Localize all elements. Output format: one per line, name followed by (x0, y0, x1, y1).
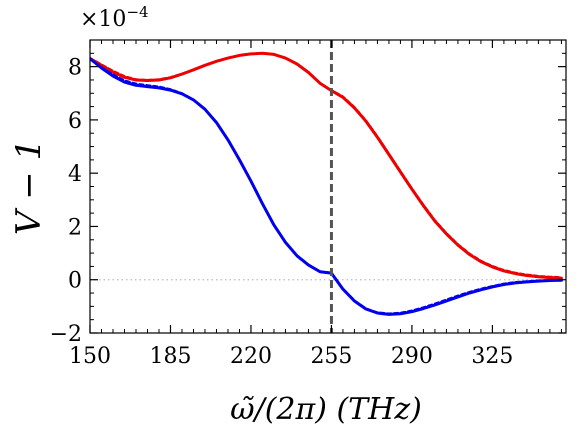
y-scale-exponent: −4 (126, 3, 148, 21)
y-tick-label: 0 (68, 269, 82, 294)
x-tick-label: 185 (149, 344, 191, 369)
y-tick-label: 2 (68, 215, 82, 240)
y-tick-label: −2 (50, 322, 82, 347)
y-scale-base: ×10 (80, 7, 126, 32)
series-line-red-dashed (90, 52, 563, 279)
y-scale-multiplier: ×10−4 (80, 3, 149, 32)
x-tick-label: 150 (69, 344, 111, 369)
series-line-blue-solid (90, 57, 563, 316)
x-tick-label: 255 (310, 344, 352, 369)
x-tick-label: 290 (391, 344, 433, 369)
series-line-blue-dashed (90, 58, 563, 315)
y-tick-label: 4 (68, 162, 82, 187)
y-tick-label: 8 (68, 56, 82, 81)
x-tick-label: 220 (230, 344, 272, 369)
y-tick-label: 6 (68, 109, 82, 134)
y-axis-label: V − 1 (9, 139, 49, 235)
plot-area: 150 185 220 255 290 325 −2 0 2 4 6 8 (50, 39, 567, 369)
plot-frame (89, 39, 567, 334)
x-axis-label: ω̃/(2π) (THz) (230, 392, 422, 427)
x-tick-label: 325 (471, 344, 513, 369)
